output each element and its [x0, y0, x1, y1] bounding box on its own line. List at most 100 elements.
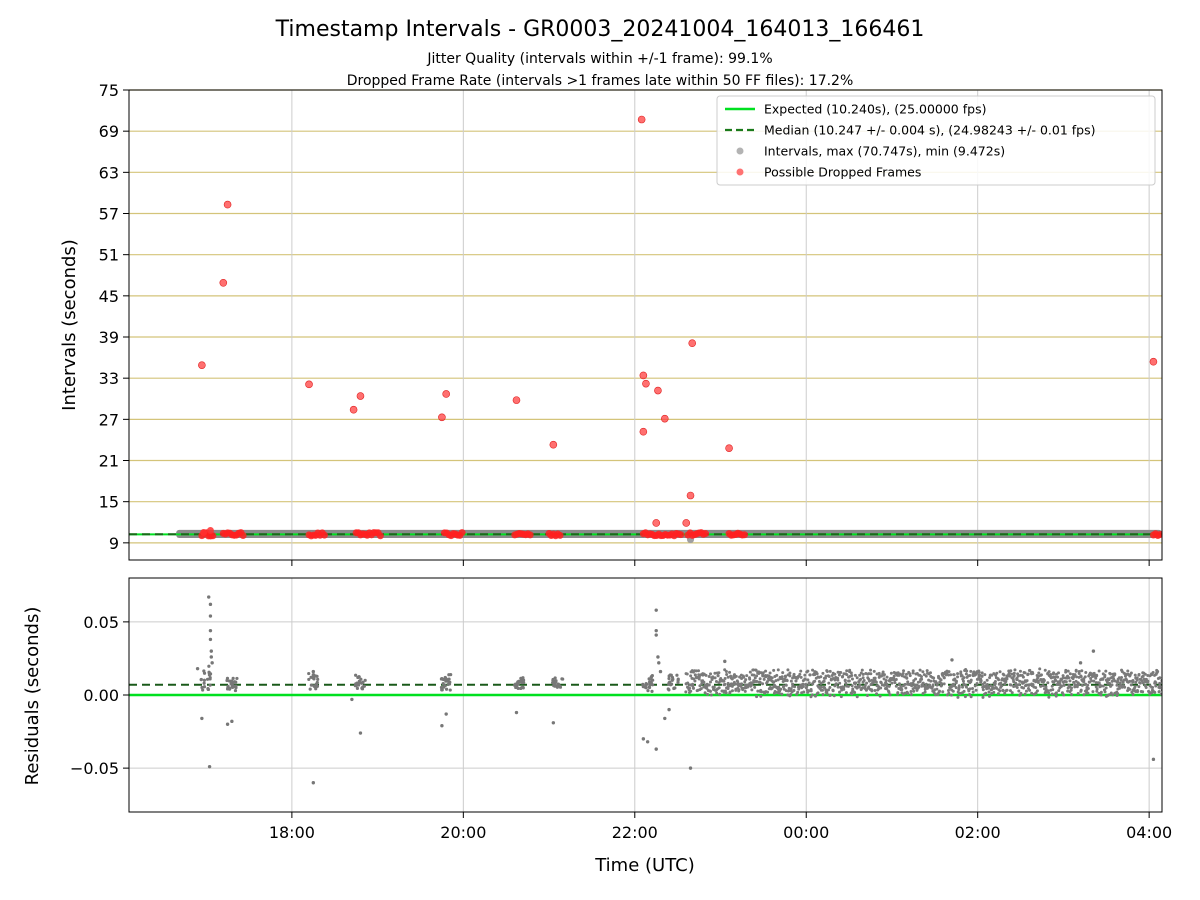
residual-point [760, 690, 764, 694]
residual-point [1084, 682, 1088, 686]
residual-point [938, 689, 942, 693]
residual-point [1086, 691, 1090, 695]
residual-point [921, 670, 925, 674]
dropped-frame-point [305, 380, 313, 389]
residual-point [208, 637, 213, 642]
dropped-frame-point [1149, 357, 1158, 366]
residual-point [772, 680, 776, 684]
residual-point [894, 677, 898, 681]
residual-point [952, 684, 956, 688]
legend-entry-label: Intervals, max (70.747s), min (9.472s) [764, 144, 1005, 159]
intervals-plot: 9 15 21 27 33 39 45 51 57 63 69 75 [99, 81, 1163, 566]
residual-point [845, 673, 849, 677]
residual-point [851, 687, 855, 691]
residual-point [973, 684, 977, 688]
residual-point [932, 676, 936, 680]
residual-point [716, 674, 720, 678]
residual-point [813, 694, 817, 698]
dropped-frame-point [639, 371, 648, 380]
residual-point [747, 676, 751, 680]
residual-point [821, 671, 825, 675]
dropped-frame-point [200, 529, 208, 537]
dropped-frame-point [512, 396, 521, 404]
residual-point [724, 669, 728, 673]
dropped-frame-point [702, 530, 710, 538]
residual-point [234, 680, 238, 684]
residuals-y-tick-label: 0.05 [83, 613, 119, 632]
intervals-y-tick-label: 15 [99, 493, 119, 512]
residual-point [934, 693, 938, 697]
residual-point [654, 747, 658, 751]
residual-point [234, 684, 238, 688]
residual-point [911, 671, 915, 675]
residual-point [828, 669, 832, 673]
residual-point [733, 682, 737, 686]
residual-point [1159, 692, 1162, 696]
residual-point [656, 655, 660, 659]
residual-point [1041, 684, 1045, 688]
residual-point [939, 678, 943, 682]
intervals-y-tick-label: 75 [99, 81, 119, 100]
residual-point [1153, 680, 1157, 684]
residual-point [703, 691, 707, 695]
residual-point [650, 689, 654, 693]
residual-point [206, 687, 210, 692]
residual-point [1050, 684, 1054, 688]
residual-point [977, 670, 981, 674]
residual-point [1062, 683, 1066, 687]
dropped-frame-point [198, 361, 206, 369]
residual-point [439, 677, 444, 681]
residuals-plot-frame [128, 577, 1163, 813]
residual-point [751, 668, 755, 672]
residual-point [853, 673, 857, 677]
residual-point [885, 687, 889, 691]
residual-point [1123, 674, 1127, 678]
residual-point [1004, 680, 1008, 684]
residual-point [693, 679, 697, 683]
residual-point [794, 679, 798, 683]
residual-point [925, 669, 929, 673]
residual-point [1122, 684, 1126, 688]
residual-point [315, 684, 319, 688]
residual-point [776, 668, 780, 672]
residual-point [781, 685, 785, 689]
residual-point [231, 676, 235, 680]
residual-point [195, 666, 200, 671]
residual-point [861, 672, 865, 676]
residual-point [1069, 692, 1073, 696]
residual-point [971, 686, 975, 690]
residual-point [706, 692, 710, 696]
residual-point [858, 673, 862, 677]
residual-point [998, 689, 1002, 693]
intervals-y-tick-label: 33 [99, 369, 119, 388]
residual-point [960, 674, 964, 678]
residual-point [845, 669, 849, 673]
residual-point [709, 693, 713, 697]
residual-point [873, 689, 877, 693]
residual-point [1137, 673, 1141, 677]
residual-point [813, 673, 817, 677]
residual-point [1111, 693, 1115, 697]
residual-point [641, 737, 646, 741]
residual-point [516, 686, 520, 691]
residual-point [890, 681, 894, 685]
residual-point [803, 677, 807, 681]
residual-point [350, 697, 354, 702]
residual-point [1110, 679, 1114, 683]
residual-point [1151, 685, 1155, 689]
residual-point [230, 719, 234, 724]
residual-point [1074, 668, 1078, 672]
residual-point [1150, 691, 1154, 695]
residual-point [819, 685, 823, 689]
residual-point [1018, 693, 1022, 697]
residual-point [932, 690, 936, 694]
residual-point [908, 674, 912, 678]
residual-point [983, 673, 987, 677]
residual-point [722, 679, 726, 683]
residual-point [833, 678, 837, 682]
residual-point [1024, 683, 1028, 687]
residual-point [745, 674, 749, 678]
residual-point [309, 683, 313, 687]
residual-point [1057, 689, 1061, 693]
residual-point [358, 731, 363, 735]
